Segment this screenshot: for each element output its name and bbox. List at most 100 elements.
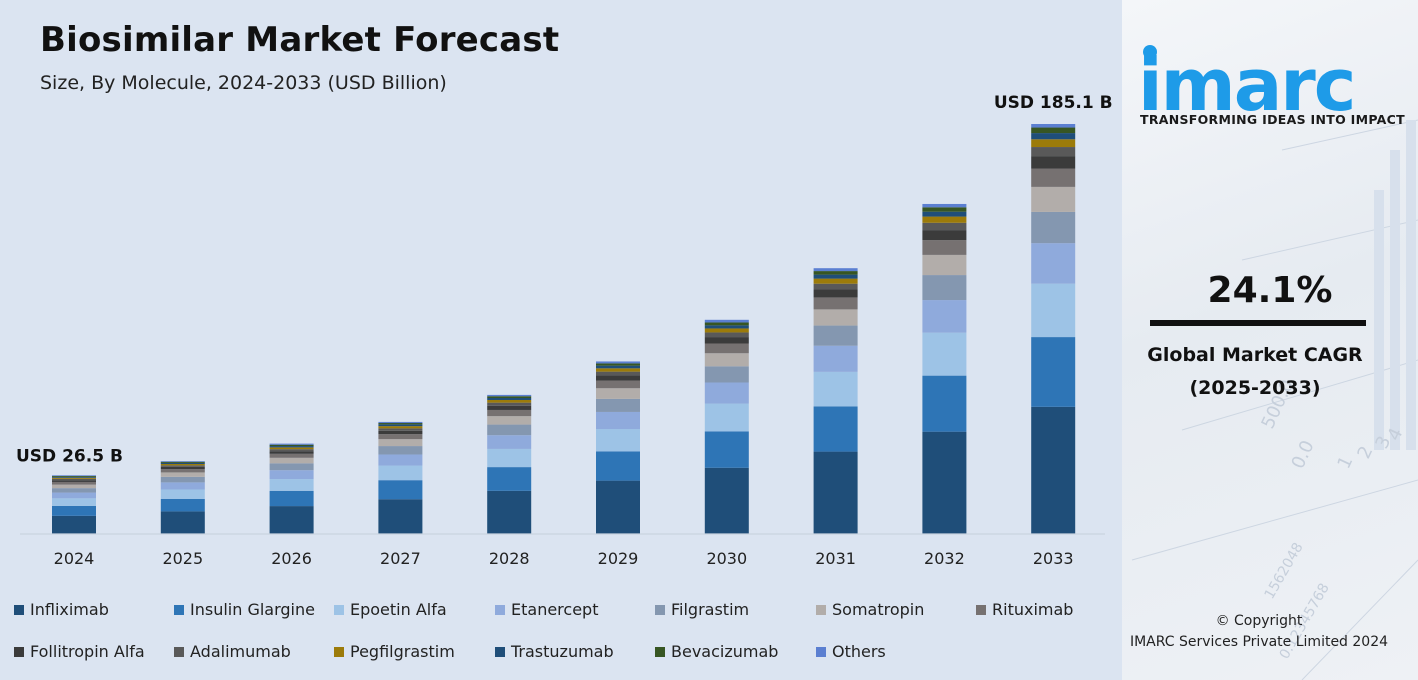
- bar-segment-filgrastim-2027: [378, 446, 423, 455]
- legend-swatch: [14, 604, 24, 615]
- bar-segment-others-2030: [704, 319, 749, 323]
- x-tick-label-2027: 2027: [380, 549, 421, 568]
- bar-segment-etanercept-2027: [378, 454, 423, 466]
- bar-segment-insulin-glargine-2027: [378, 480, 423, 500]
- legend-swatch: [334, 604, 344, 615]
- legend-swatch: [655, 646, 665, 657]
- legend-label: Infliximab: [30, 600, 109, 619]
- bar-segment-rituximab-2031: [813, 297, 858, 310]
- first-total-label: USD 26.5 B: [16, 446, 123, 466]
- bar-segment-infliximab-2031: [813, 451, 858, 534]
- bar-segment-others-2033: [1031, 124, 1076, 128]
- bar-segment-adalimumab-2026: [269, 449, 314, 452]
- bar-segment-insulin-glargine-2025: [160, 499, 205, 512]
- bar-segment-others-2024: [52, 475, 96, 476]
- bar-segment-follitropin-alfa-2031: [813, 289, 858, 298]
- bar-segment-infliximab-2028: [487, 490, 532, 534]
- bar-segment-follitropin-alfa-2026: [269, 451, 314, 454]
- bar-segment-pegfilgrastim-2027: [378, 426, 423, 429]
- svg-text:2: 2: [1353, 443, 1377, 462]
- bar-segment-filgrastim-2029: [596, 398, 640, 412]
- legend-label: Rituximab: [992, 600, 1074, 619]
- bar-segment-epoetin-alfa-2033: [1031, 283, 1076, 338]
- bar-segment-bevacizumab-2031: [813, 271, 858, 275]
- bar-segment-filgrastim-2032: [922, 275, 967, 301]
- bar-segment-pegfilgrastim-2029: [596, 368, 640, 372]
- bar-segment-bevacizumab-2027: [378, 423, 423, 425]
- svg-text:1562048: 1562048: [1262, 540, 1307, 602]
- bar-segment-filgrastim-2026: [269, 463, 314, 471]
- bar-segment-infliximab-2033: [1031, 406, 1076, 534]
- bar-segment-trastuzumab-2030: [704, 325, 749, 329]
- side-panel: 0.0 1 2 3 4 500.0 1562048 0.12345768 ima…: [1122, 0, 1418, 680]
- bar-segment-others-2026: [269, 443, 314, 445]
- svg-text:0.0: 0.0: [1287, 437, 1318, 472]
- copyright-text: © Copyright: [1215, 613, 1303, 629]
- legend-label: Insulin Glargine: [190, 600, 315, 619]
- legend-label: Adalimumab: [190, 642, 291, 661]
- bar-segment-follitropin-alfa-2030: [704, 337, 749, 344]
- cagr-period: (2025-2033): [1189, 377, 1321, 399]
- bar-segment-rituximab-2026: [269, 453, 314, 458]
- bar-segment-adalimumab-2029: [596, 371, 640, 376]
- bar-segment-etanercept-2030: [704, 382, 749, 404]
- legend-swatch: [655, 604, 665, 615]
- bar-segment-bevacizumab-2024: [52, 475, 96, 477]
- bar-segment-somatropin-2030: [704, 353, 749, 367]
- bar-segment-bevacizumab-2032: [922, 207, 967, 212]
- bar-segment-adalimumab-2027: [378, 428, 423, 431]
- bar-segment-insulin-glargine-2026: [269, 490, 314, 507]
- bar-segment-filgrastim-2031: [813, 325, 858, 346]
- bar-segment-others-2032: [922, 203, 967, 208]
- logo-text: imarc: [1138, 43, 1354, 120]
- bar-segment-somatropin-2024: [52, 484, 96, 489]
- bar-segment-infliximab-2032: [922, 431, 967, 534]
- bar-segment-epoetin-alfa-2025: [160, 489, 205, 499]
- legend-label: Etanercept: [511, 600, 599, 619]
- bar-segment-bevacizumab-2025: [160, 461, 205, 463]
- bar-segment-trastuzumab-2027: [378, 424, 423, 427]
- bar-segment-somatropin-2027: [378, 439, 423, 447]
- x-tick-label-2029: 2029: [598, 549, 639, 568]
- legend-swatch: [495, 646, 505, 657]
- bar-segment-bevacizumab-2026: [269, 444, 314, 447]
- bar-segment-adalimumab-2028: [487, 402, 532, 406]
- bar-segment-epoetin-alfa-2027: [378, 465, 423, 481]
- legend-label: Somatropin: [832, 600, 925, 619]
- bar-segment-epoetin-alfa-2030: [704, 403, 749, 432]
- x-tick-label-2033: 2033: [1033, 549, 1074, 568]
- bar-segment-others-2025: [160, 461, 205, 462]
- bar-segment-adalimumab-2030: [704, 332, 749, 338]
- bar-segment-trastuzumab-2033: [1031, 133, 1076, 140]
- bar-segment-others-2031: [813, 268, 858, 272]
- bar-segment-insulin-glargine-2024: [52, 505, 96, 516]
- legend-label: Epoetin Alfa: [350, 600, 447, 619]
- bar-segment-insulin-glargine-2032: [922, 375, 967, 432]
- legend-item-infliximab: Infliximab: [14, 600, 109, 619]
- x-tick-label-2030: 2030: [706, 549, 747, 568]
- bar-segment-etanercept-2025: [160, 482, 205, 490]
- legend-item-etanercept: Etanercept: [495, 600, 598, 619]
- bar-segment-somatropin-2033: [1031, 186, 1076, 212]
- bar-segment-filgrastim-2024: [52, 488, 96, 493]
- chart-title: Biosimilar Market Forecast: [40, 20, 560, 60]
- chart-panel: Biosimilar Market Forecast Size, By Mole…: [0, 0, 1122, 680]
- bar-segment-etanercept-2026: [269, 470, 314, 480]
- bar-segment-etanercept-2028: [487, 435, 532, 449]
- bar-segment-etanercept-2029: [596, 411, 640, 430]
- legend-swatch: [334, 646, 344, 657]
- legend-swatch: [174, 604, 184, 615]
- bar-segment-insulin-glargine-2031: [813, 406, 858, 452]
- imarc-logo: imarc: [1138, 43, 1356, 120]
- x-tick-label-2024: 2024: [54, 549, 95, 568]
- bar-segment-pegfilgrastim-2030: [704, 328, 749, 333]
- bar-segment-rituximab-2027: [378, 434, 423, 440]
- bar-segment-insulin-glargine-2029: [596, 451, 640, 481]
- bar-segment-follitropin-alfa-2028: [487, 405, 532, 410]
- bar-segment-pegfilgrastim-2031: [813, 278, 858, 284]
- legend-label: Pegfilgrastim: [350, 642, 455, 661]
- bar-segment-adalimumab-2032: [922, 222, 967, 231]
- x-tick-label-2031: 2031: [815, 549, 856, 568]
- bar-segment-bevacizumab-2029: [596, 363, 640, 366]
- bar-segment-trastuzumab-2032: [922, 211, 967, 217]
